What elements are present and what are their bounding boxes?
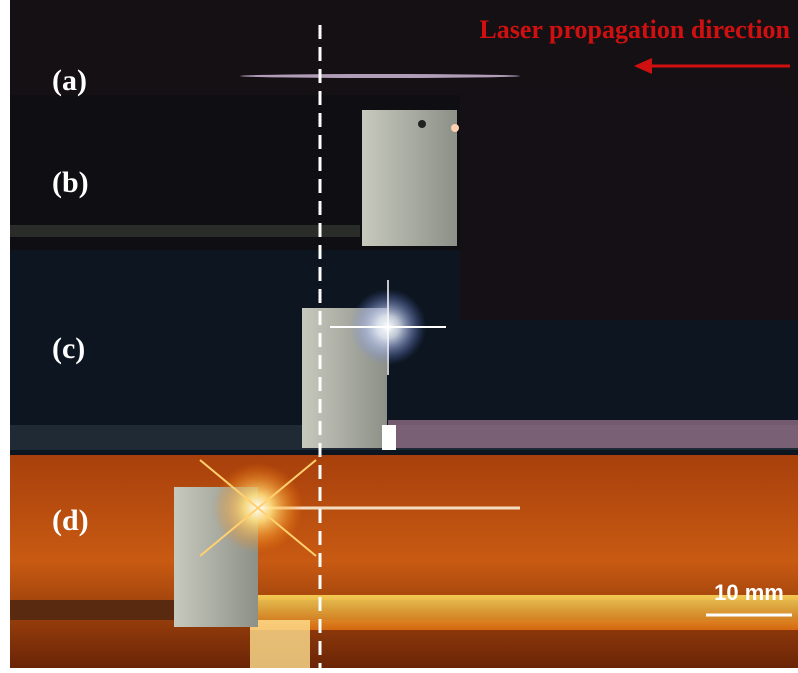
plasma-floor (388, 420, 798, 448)
panel-label: (d) (52, 504, 89, 537)
scale-label: 10 mm (714, 580, 784, 605)
floor (10, 225, 360, 237)
target-block (362, 110, 457, 246)
laser-beam (240, 74, 520, 78)
panel-label: (b) (52, 166, 89, 199)
spark (451, 124, 459, 132)
hole (418, 120, 426, 128)
panel-b-dark (460, 95, 798, 320)
panel-d (10, 455, 798, 668)
panel-label: (a) (52, 64, 87, 97)
glow (250, 620, 310, 668)
figure: Laser propagation direction (a) (b) (c) … (0, 0, 798, 673)
glow (382, 425, 396, 450)
panel-label: (c) (52, 332, 85, 365)
title: Laser propagation direction (479, 15, 790, 44)
